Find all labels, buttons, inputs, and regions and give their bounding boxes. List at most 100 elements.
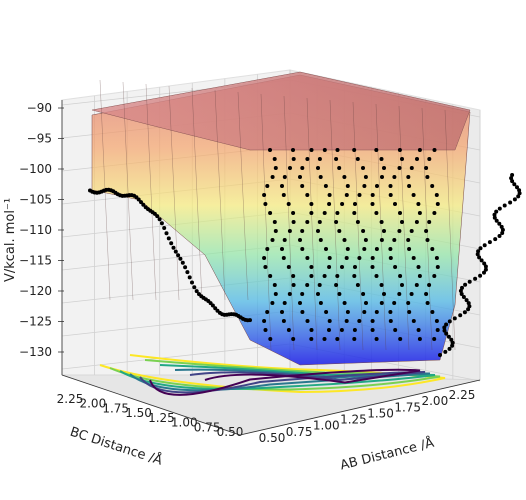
trajectory-point <box>388 184 393 188</box>
trajectory-point <box>430 310 435 314</box>
trajectory-point <box>411 256 416 260</box>
trajectory-point <box>273 229 278 233</box>
trajectory-point <box>380 175 384 179</box>
trajectory-point <box>166 236 171 241</box>
x-tick-label: 1.75 <box>394 400 421 414</box>
trajectory-point <box>272 283 277 287</box>
trajectory-point <box>318 238 323 242</box>
y-tick-label: 2.00 <box>79 397 106 411</box>
surface-mesh <box>99 79 456 351</box>
trajectory-point <box>171 245 176 250</box>
mesh-line <box>398 105 410 351</box>
trajectory-point <box>487 240 492 245</box>
trajectory-point <box>364 301 368 305</box>
trajectory-point <box>335 148 340 152</box>
trajectory-point <box>155 214 160 219</box>
trajectory-point <box>282 238 287 242</box>
trajectory-point <box>139 200 143 205</box>
mesh-line <box>444 109 456 351</box>
mesh-line <box>237 91 249 301</box>
trajectory-point <box>178 256 183 261</box>
z-tick-label: −95 <box>27 132 52 146</box>
mesh-line <box>214 89 226 301</box>
trajectory-point <box>262 256 267 260</box>
trajectory-point <box>324 310 329 314</box>
trajectory-point <box>444 322 449 327</box>
trajectory-point <box>407 247 412 251</box>
z-axis: −90 −95 −100 −105 −110 −115 −120 −125 −130 V/kca… <box>3 100 64 375</box>
trajectory-point <box>508 200 513 205</box>
trajectory-point <box>435 328 440 332</box>
trajectory-point <box>352 148 357 152</box>
trajectory-point <box>298 301 302 305</box>
trajectory-point <box>450 343 455 348</box>
trajectory-point <box>425 301 430 305</box>
x-tick-label: 1.50 <box>367 406 394 420</box>
trajectory-point <box>409 166 414 170</box>
trajectory-point <box>427 283 432 287</box>
trajectory-point <box>305 283 310 287</box>
trajectory-point <box>476 249 481 254</box>
trajectory-point <box>157 217 162 222</box>
y-tick-label: 1.25 <box>148 411 175 425</box>
trajectory-point <box>300 247 305 251</box>
trajectory-point <box>362 247 367 251</box>
trajectory-point <box>270 238 275 242</box>
trajectory-point <box>497 221 502 226</box>
trajectory-point <box>340 265 344 269</box>
trajectory-point <box>370 256 375 260</box>
trajectory-point <box>424 166 429 170</box>
trajectory-point <box>374 148 379 152</box>
trajectory-point <box>316 166 320 170</box>
trajectory-point <box>447 319 452 324</box>
trajectory-point <box>327 319 332 323</box>
trajectory-point <box>340 202 345 206</box>
trajectory-point <box>286 328 291 332</box>
trajectory-point <box>317 157 322 161</box>
trajectory-point <box>417 337 422 341</box>
trajectory-point <box>409 229 414 233</box>
mesh-line <box>191 87 203 301</box>
trajectory-point <box>461 295 466 299</box>
trajectory-point <box>444 331 449 336</box>
trajectory-point <box>450 340 455 345</box>
trajectory-point <box>187 275 192 280</box>
trajectory-point <box>185 270 190 275</box>
trajectory-point <box>363 238 368 242</box>
trajectory-point <box>159 221 164 226</box>
mesh-line <box>145 83 157 301</box>
trajectory-point <box>400 283 404 287</box>
trajectory-point <box>173 249 178 254</box>
trajectory-point <box>141 202 146 207</box>
trajectory-point <box>447 346 452 351</box>
mesh-line <box>283 95 295 351</box>
trajectory-point <box>317 283 322 287</box>
trajectory-point <box>392 301 397 305</box>
trajectory-point <box>322 211 327 215</box>
z-tick-label: −110 <box>19 223 52 237</box>
trajectory-point <box>286 265 291 269</box>
trajectory-point <box>281 256 286 260</box>
mesh-line <box>122 81 134 301</box>
trajectory-point <box>414 283 419 287</box>
trajectory-point <box>273 166 278 170</box>
trajectory-point <box>335 274 340 278</box>
trajectory-point <box>388 256 393 260</box>
trajectory-point <box>324 247 328 251</box>
y-tick-label: 1.50 <box>125 406 152 420</box>
z-tick-label: −130 <box>19 345 52 359</box>
trajectory-point <box>406 175 411 179</box>
trajectory-point <box>309 274 314 278</box>
mesh-line <box>306 97 318 351</box>
trajectory-point <box>309 337 314 341</box>
trajectory-point <box>417 148 422 152</box>
trajectory-point <box>272 220 277 224</box>
trajectory-point <box>268 211 273 215</box>
trajectory-point <box>309 265 314 269</box>
trajectory-point <box>281 319 286 323</box>
trajectory-point <box>323 184 328 188</box>
trajectory-point <box>473 276 478 281</box>
trajectory-point <box>291 220 296 224</box>
trajectory-point <box>517 191 522 196</box>
trajectory-point <box>352 274 357 278</box>
